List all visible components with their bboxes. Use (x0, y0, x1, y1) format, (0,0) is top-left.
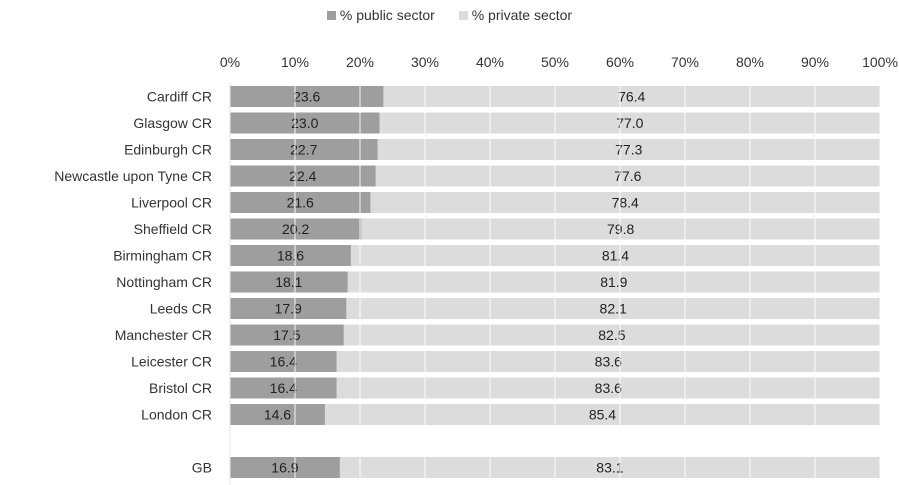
data-label-public: 22.7 (290, 142, 317, 158)
data-label-private: 77.3 (615, 142, 642, 158)
category-label: Manchester CR (115, 327, 212, 343)
category-label: Birmingham CR (113, 248, 212, 264)
x-tick-label: 70% (671, 54, 699, 70)
data-label-private: 82.1 (600, 301, 627, 317)
x-tick-label: 100% (862, 54, 898, 70)
bar-private (370, 192, 880, 213)
data-label-public: 21.6 (287, 195, 314, 211)
x-tick-label: 50% (541, 54, 569, 70)
category-label: Leeds CR (150, 301, 212, 317)
x-tick-label: 90% (801, 54, 829, 70)
data-label-public: 16.4 (270, 380, 297, 396)
bar-private (377, 139, 880, 160)
data-label-public: 23.0 (291, 115, 318, 131)
bar-public (230, 218, 362, 240)
data-label-private: 77.0 (616, 115, 643, 131)
bar-public (230, 377, 337, 399)
data-label-public: 18.1 (275, 274, 302, 290)
data-label-public: 14.6 (264, 407, 291, 423)
bar-private (336, 377, 881, 399)
data-label-private: 77.6 (614, 168, 641, 184)
bar-public (230, 139, 378, 160)
x-tick-label: 40% (476, 54, 504, 70)
category-label: Bristol CR (149, 380, 212, 396)
data-label-public: 22.4 (289, 168, 316, 184)
x-tick-label: 60% (606, 54, 634, 70)
x-tick-label: 0% (220, 54, 240, 70)
category-label: Leicester CR (131, 354, 212, 370)
data-label-public: 16.4 (270, 354, 297, 370)
bar-public (230, 192, 371, 213)
legend-label-public: % public sector (339, 7, 435, 23)
data-label-public: 23.6 (293, 89, 320, 105)
legend-swatch-private (458, 11, 468, 20)
bar-private (347, 271, 880, 293)
data-label-public: 20.2 (282, 221, 309, 237)
data-label-private: 83.6 (595, 380, 622, 396)
category-label: Nottingham CR (116, 274, 212, 290)
category-label: Edinburgh CR (124, 142, 212, 158)
bar-public (230, 165, 376, 187)
data-label-public: 17.5 (273, 327, 300, 343)
category-label: Liverpool CR (131, 195, 212, 211)
bar-public (230, 245, 351, 266)
data-label-public: 17.9 (275, 301, 302, 317)
bar-private (379, 112, 880, 134)
bar-public (230, 404, 325, 425)
category-label: Cardiff CR (147, 89, 212, 105)
data-label-private: 83.6 (595, 354, 622, 370)
category-label: Glasgow CR (133, 115, 212, 131)
bar-private (324, 404, 880, 425)
x-tick-label: 20% (346, 54, 374, 70)
x-tick-label: 80% (736, 54, 764, 70)
category-label: London CR (141, 407, 212, 423)
x-tick-label: 10% (281, 54, 309, 70)
bar-public (230, 112, 380, 134)
bar-private (350, 245, 880, 266)
data-label-private: 82.5 (598, 327, 625, 343)
bar-public (230, 86, 384, 107)
data-label-private: 83.1 (596, 460, 623, 476)
bar-public (230, 351, 337, 372)
chart-legend: % public sector % private sector (0, 7, 899, 23)
bar-public (230, 271, 348, 293)
legend-item-private: % private sector (458, 7, 573, 23)
category-label: GB (192, 460, 212, 476)
x-tick-label: 30% (411, 54, 439, 70)
category-label: Sheffield CR (134, 221, 212, 237)
bar-public (230, 298, 347, 319)
bar-public (230, 457, 340, 478)
legend-item-public: % public sector (326, 7, 435, 23)
bar-public (230, 324, 344, 346)
legend-swatch-public (326, 11, 336, 20)
bar-private (336, 351, 881, 372)
bar-private (375, 165, 880, 187)
bar-private (343, 324, 880, 346)
bar-private (383, 86, 880, 107)
bar-private (339, 457, 881, 478)
data-label-private: 76.4 (618, 89, 645, 105)
category-label: Newcastle upon Tyne CR (54, 168, 212, 184)
data-label-private: 85.4 (589, 407, 616, 423)
data-label-public: 16.9 (271, 460, 298, 476)
data-label-private: 81.9 (600, 274, 627, 290)
legend-label-private: % private sector (471, 7, 573, 23)
data-label-private: 81.4 (602, 248, 629, 264)
data-label-private: 79.8 (607, 221, 634, 237)
data-label-private: 78.4 (612, 195, 639, 211)
bar-private (346, 298, 881, 319)
data-label-public: 18.6 (277, 248, 304, 264)
